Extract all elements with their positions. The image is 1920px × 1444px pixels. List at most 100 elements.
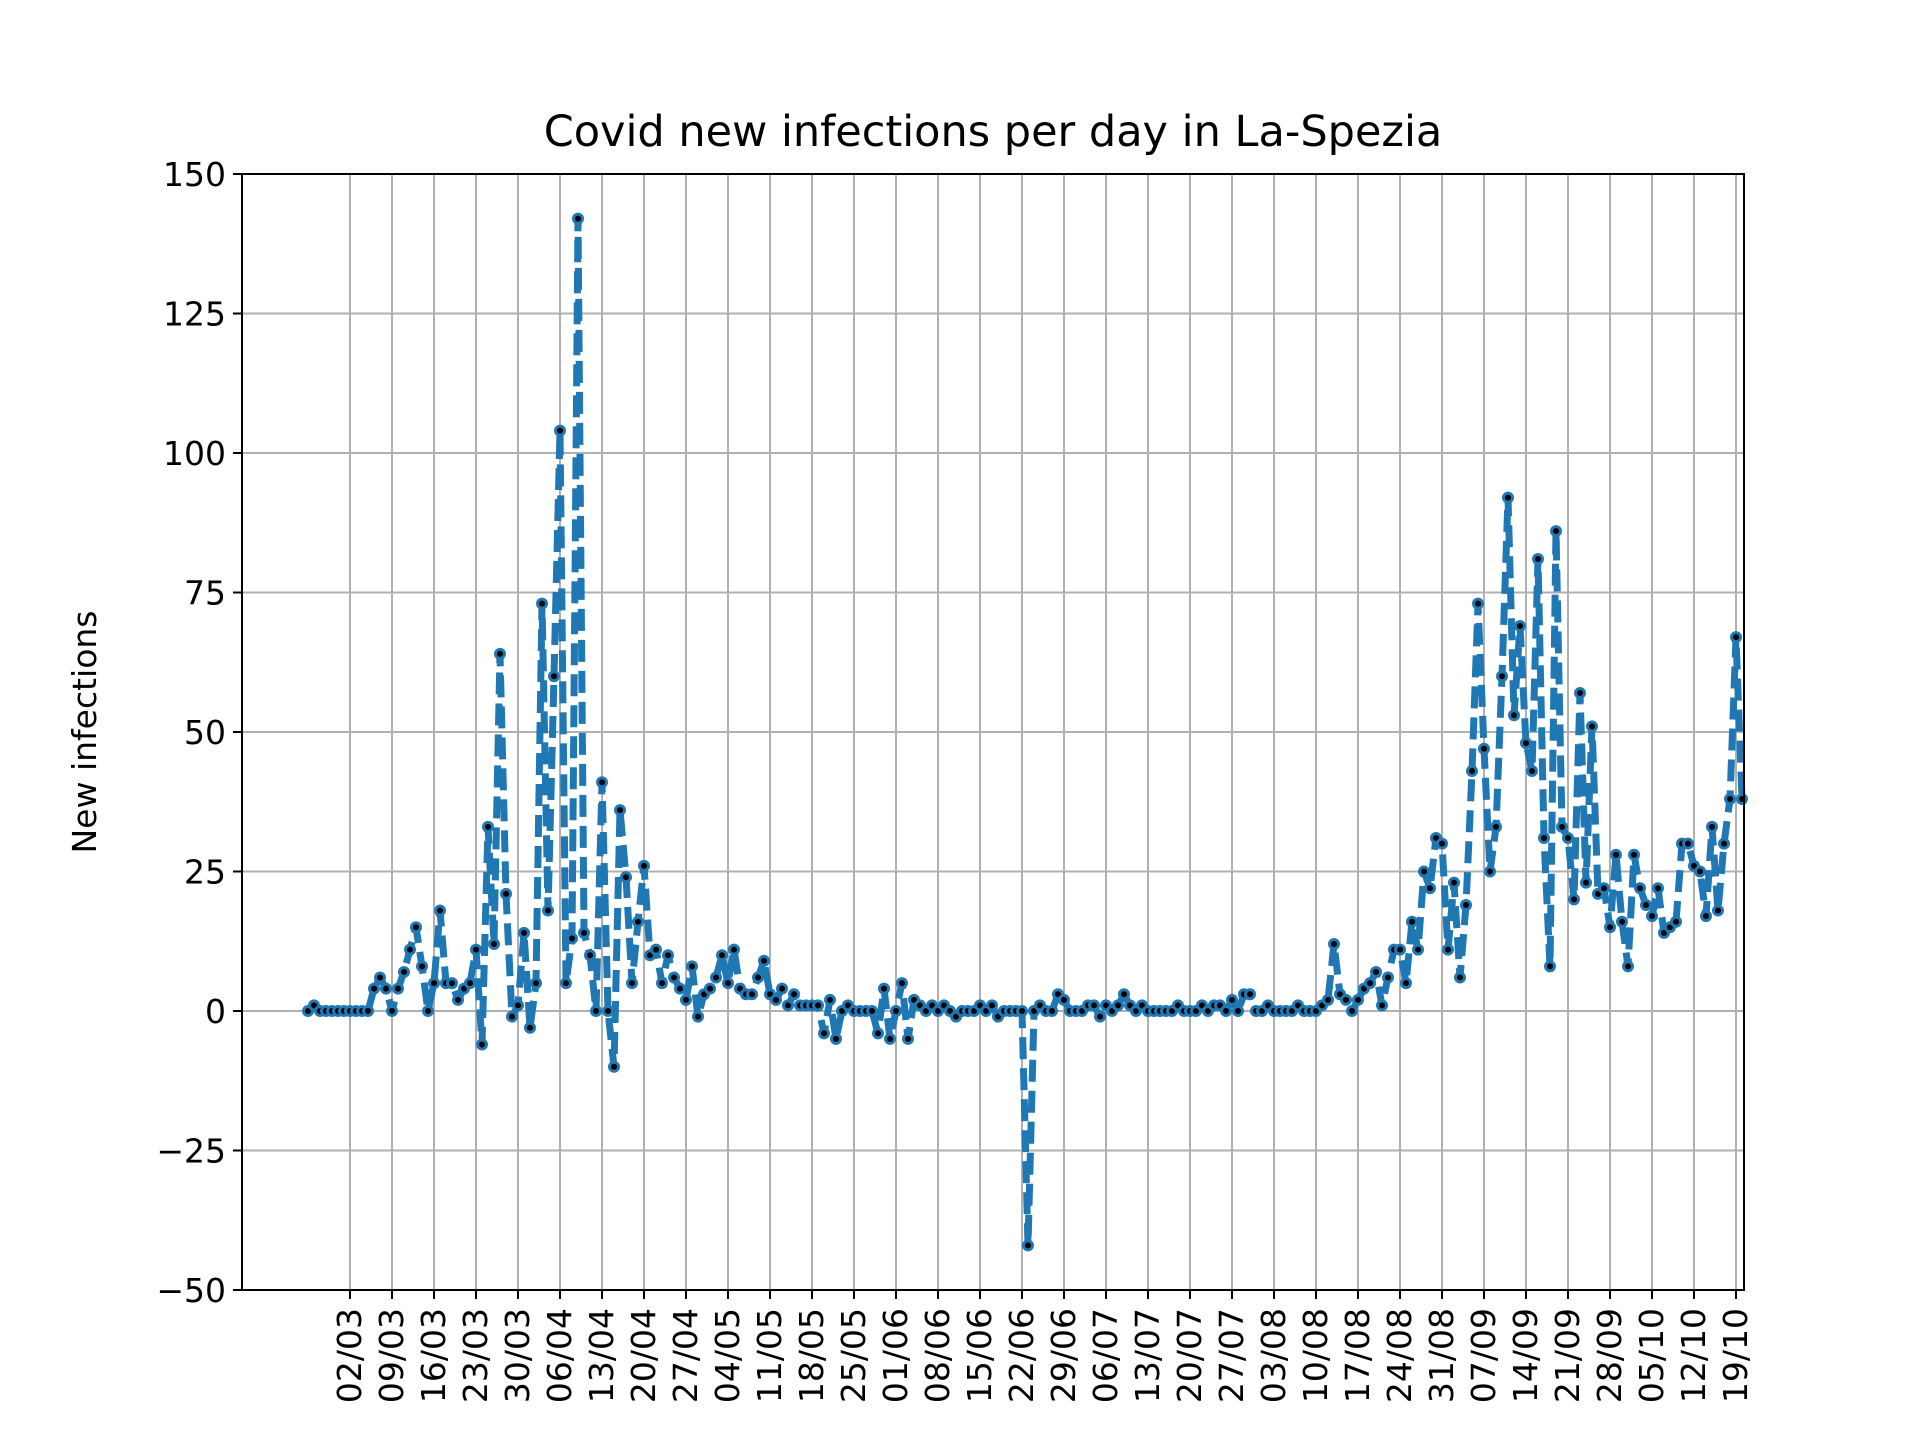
data-point xyxy=(524,1021,536,1034)
data-point xyxy=(1382,971,1394,984)
data-point xyxy=(1502,491,1514,504)
y-tick-label: −50 xyxy=(156,1271,226,1310)
data-point xyxy=(752,971,764,984)
data-point xyxy=(1220,1005,1232,1017)
data-point xyxy=(1058,993,1070,1006)
data-point xyxy=(1538,832,1550,845)
data-point xyxy=(560,977,572,990)
data-point xyxy=(1718,837,1730,850)
x-tick-label: 29/06 xyxy=(1044,1308,1083,1403)
data-point xyxy=(1670,915,1682,928)
data-point xyxy=(1616,915,1628,928)
x-tick-label: 15/06 xyxy=(960,1308,999,1403)
data-point xyxy=(650,943,662,956)
data-point xyxy=(548,670,560,683)
data-point xyxy=(884,1032,896,1045)
data-point xyxy=(518,926,530,939)
data-point xyxy=(812,999,824,1012)
data-point xyxy=(1418,865,1430,878)
x-tick-label: 25/05 xyxy=(834,1308,873,1403)
data-point xyxy=(1400,977,1412,990)
data-point xyxy=(422,1005,434,1017)
x-tick-label: 18/05 xyxy=(792,1308,831,1403)
x-tick-label: 28/09 xyxy=(1590,1308,1629,1403)
data-point xyxy=(1490,820,1502,833)
data-point xyxy=(1514,619,1526,632)
data-point xyxy=(584,949,596,962)
x-tick-label: 24/08 xyxy=(1380,1308,1419,1403)
data-point xyxy=(1628,848,1640,861)
data-point xyxy=(1244,988,1256,1001)
y-tick-label: 75 xyxy=(184,574,226,613)
data-point xyxy=(566,932,578,945)
data-point xyxy=(500,887,512,900)
data-point xyxy=(1436,837,1448,850)
data-point xyxy=(1088,999,1100,1012)
data-point xyxy=(1736,792,1748,805)
x-tick-label: 20/04 xyxy=(624,1308,663,1403)
y-tick-label: 150 xyxy=(163,155,226,194)
y-tick-label: 125 xyxy=(163,295,226,334)
y-tick-label: −25 xyxy=(156,1132,226,1171)
x-tick-label: 16/03 xyxy=(414,1308,453,1403)
data-point xyxy=(878,982,890,995)
data-point xyxy=(680,993,692,1006)
data-point xyxy=(1478,742,1490,755)
data-point xyxy=(1352,993,1364,1006)
data-point xyxy=(770,993,782,1006)
data-point xyxy=(746,988,758,1001)
data-point xyxy=(866,1005,878,1017)
data-point xyxy=(506,1010,518,1023)
y-tick-label: 0 xyxy=(205,992,226,1031)
data-point xyxy=(722,977,734,990)
data-point xyxy=(1556,820,1568,833)
x-tick-label: 06/04 xyxy=(540,1308,579,1403)
data-point xyxy=(536,597,548,610)
data-point xyxy=(1364,977,1376,990)
x-tick-label: 09/03 xyxy=(372,1308,411,1403)
data-point xyxy=(716,949,728,962)
data-point xyxy=(1466,765,1478,778)
data-point xyxy=(1520,737,1532,750)
x-tick-label: 08/06 xyxy=(918,1308,957,1403)
data-point xyxy=(1586,720,1598,733)
x-tick-label: 13/04 xyxy=(582,1308,621,1403)
data-point xyxy=(668,971,680,984)
data-point xyxy=(902,1032,914,1045)
data-point xyxy=(1412,943,1424,956)
x-tick-label: 14/09 xyxy=(1506,1308,1545,1403)
data-point xyxy=(512,999,524,1012)
data-point xyxy=(818,1027,830,1040)
data-point xyxy=(590,1005,602,1017)
data-point xyxy=(1508,709,1520,722)
x-tick-label: 27/07 xyxy=(1212,1308,1251,1403)
data-point xyxy=(602,1005,614,1017)
data-point xyxy=(1346,1005,1358,1017)
data-point xyxy=(1682,837,1694,850)
x-tick-label: 10/08 xyxy=(1296,1308,1335,1403)
data-point xyxy=(1484,865,1496,878)
data-point xyxy=(410,921,422,934)
data-point xyxy=(620,871,632,884)
data-point xyxy=(434,904,446,917)
data-point xyxy=(788,988,800,1001)
data-point xyxy=(1604,921,1616,934)
data-point xyxy=(482,820,494,833)
x-tick-label: 23/03 xyxy=(456,1308,495,1403)
data-point xyxy=(1472,597,1484,610)
data-point xyxy=(572,212,584,225)
data-point xyxy=(1568,893,1580,906)
data-point xyxy=(1112,999,1124,1012)
data-point xyxy=(1232,1005,1244,1017)
data-point xyxy=(1442,943,1454,956)
x-tick-label: 03/08 xyxy=(1254,1308,1293,1403)
data-point xyxy=(1598,882,1610,895)
data-point xyxy=(554,424,566,437)
data-point xyxy=(1526,765,1538,778)
x-tick-label: 01/06 xyxy=(876,1308,915,1403)
data-point xyxy=(758,954,770,967)
data-point xyxy=(632,915,644,928)
data-point xyxy=(1370,965,1382,978)
